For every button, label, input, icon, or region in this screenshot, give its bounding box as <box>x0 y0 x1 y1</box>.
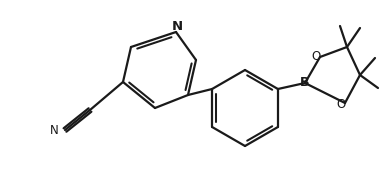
Text: N: N <box>50 124 59 137</box>
Text: O: O <box>336 99 346 112</box>
Text: O: O <box>312 49 320 62</box>
Text: N: N <box>171 20 183 33</box>
Text: B: B <box>300 77 310 90</box>
